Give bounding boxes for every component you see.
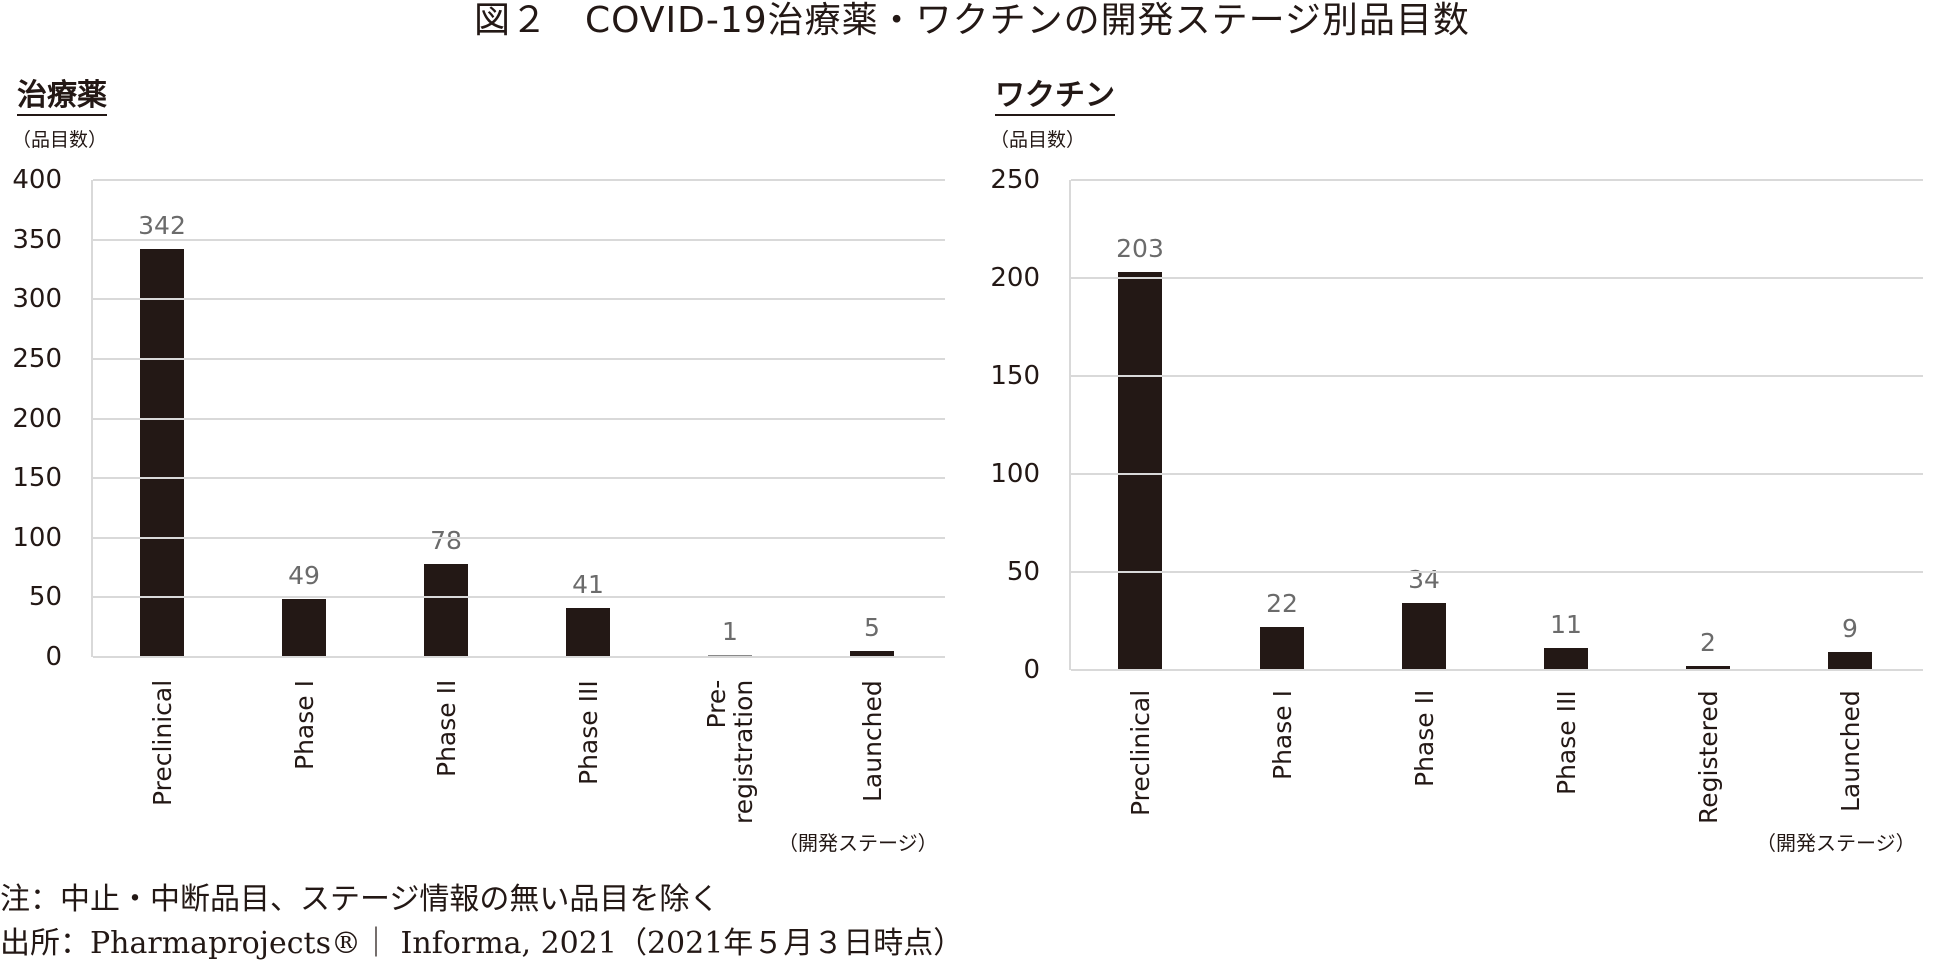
data-label: 49 xyxy=(288,560,320,590)
y-tick-label: 200 xyxy=(990,263,1040,293)
y-tick-label: 100 xyxy=(12,522,62,553)
bar xyxy=(1402,603,1446,670)
gridline xyxy=(1071,571,1923,573)
y-tick-label: 300 xyxy=(12,284,62,315)
panel-title-therapeutics: 治療薬 xyxy=(17,78,107,116)
bar xyxy=(1118,272,1162,670)
category-label: Phase III xyxy=(573,680,603,785)
x-axis-line xyxy=(1071,669,1923,671)
x-axis-title-vaccines: （開発ステージ） xyxy=(1756,831,1916,855)
category-label: Phase III xyxy=(1551,690,1581,795)
y-tick-label: 400 xyxy=(12,165,62,195)
data-label: 41 xyxy=(572,570,604,600)
bar xyxy=(282,598,326,657)
y-tick-label: 250 xyxy=(12,343,62,374)
data-label: 11 xyxy=(1550,610,1582,640)
gridline xyxy=(93,477,945,480)
panel-title-vaccines: ワクチン xyxy=(995,78,1115,116)
gridline xyxy=(93,417,945,420)
bar xyxy=(850,651,894,657)
data-label: 9 xyxy=(1842,614,1858,644)
y-tick-label: 150 xyxy=(12,463,62,494)
category-label: Phase I xyxy=(289,680,319,770)
y-tick-label: 50 xyxy=(1006,557,1040,587)
data-label: 5 xyxy=(864,613,880,643)
y-tick-label: 0 xyxy=(45,642,62,672)
y-tick-label: 150 xyxy=(990,361,1040,391)
gridline xyxy=(1071,473,1923,475)
category-label: Phase I xyxy=(1267,690,1297,780)
data-label: 22 xyxy=(1266,588,1298,618)
x-axis-line xyxy=(93,656,945,658)
y-axis-unit-therapeutics: （品目数） xyxy=(12,129,108,151)
category-label: Phase II xyxy=(1409,689,1439,787)
y-tick-label: 100 xyxy=(990,459,1040,489)
data-label: 203 xyxy=(1116,234,1164,264)
bar xyxy=(1686,666,1730,670)
gridline xyxy=(93,536,945,539)
data-label: 1 xyxy=(722,617,738,646)
x-axis-title-therapeutics: （開発ステージ） xyxy=(778,831,938,855)
footnote-note: 注：中止・中断品目、ステージ情報の無い品目を除く xyxy=(0,882,720,917)
y-tick-label: 50 xyxy=(28,582,62,613)
category-label: Preclinical xyxy=(147,679,177,806)
gridline xyxy=(1071,375,1923,377)
y-tick-label: 350 xyxy=(12,224,62,255)
gridline xyxy=(93,238,945,241)
category-label: Phase II xyxy=(431,679,461,777)
bar xyxy=(566,608,610,657)
category-label: Pre- registration xyxy=(702,679,758,824)
data-label: 342 xyxy=(138,211,186,241)
y-tick-label: 250 xyxy=(990,165,1040,195)
category-label: Launched xyxy=(1835,690,1865,812)
gridline xyxy=(1071,179,1923,181)
category-label: Launched xyxy=(857,680,887,802)
gridline xyxy=(93,298,945,301)
gridline xyxy=(93,357,945,360)
figure-title: 図２ COVID-19治療薬・ワクチンの開発ステージ別品目数 xyxy=(474,0,1470,41)
y-tick-label: 0 xyxy=(1023,655,1040,685)
footnote-source: 出所：Pharmaprojects®｜ Informa, 2021（2021年５… xyxy=(0,926,964,961)
y-tick-label: 200 xyxy=(12,403,62,434)
bar xyxy=(1828,652,1872,670)
gridline xyxy=(1071,277,1923,279)
bar xyxy=(1260,626,1304,670)
category-label: Preclinical xyxy=(1125,689,1155,816)
data-label: 2 xyxy=(1700,628,1716,658)
y-axis-unit-vaccines: （品目数） xyxy=(990,129,1086,151)
bar xyxy=(140,249,184,657)
category-label: Registered xyxy=(1693,690,1723,824)
data-label: 78 xyxy=(430,525,462,555)
gridline xyxy=(93,179,945,181)
bar xyxy=(1544,648,1588,670)
gridline xyxy=(93,596,945,599)
plot-area xyxy=(1069,179,1923,671)
bar xyxy=(424,563,468,657)
plot-area xyxy=(91,179,945,658)
